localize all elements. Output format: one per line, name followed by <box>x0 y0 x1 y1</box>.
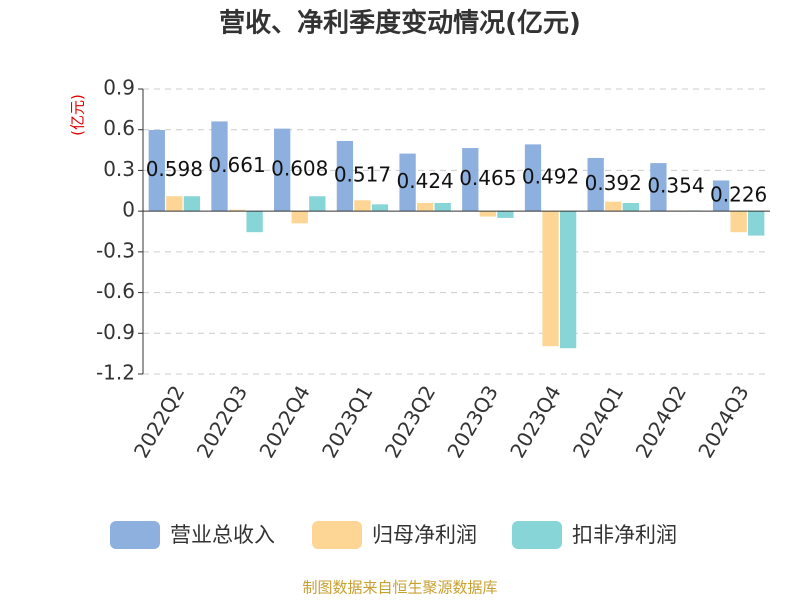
bar <box>434 203 451 212</box>
x-tick-label: 2023Q2 <box>380 381 440 462</box>
y-tick-label: 0 <box>122 198 135 222</box>
x-tick-label: 2024Q1 <box>568 381 628 462</box>
bar <box>524 144 542 212</box>
bar <box>291 211 308 224</box>
legend-swatch <box>110 521 160 549</box>
x-tick-label: 2022Q4 <box>254 381 314 462</box>
value-label: 0.598 <box>146 157 203 181</box>
bar <box>605 201 622 212</box>
y-tick-label: 0.3 <box>103 157 135 181</box>
bar <box>587 157 604 212</box>
value-label: 0.661 <box>208 153 265 177</box>
value-label: 0.392 <box>585 171 642 195</box>
legend-label: 营业总收入 <box>170 523 275 547</box>
source-note: 制图数据来自恒生聚源数据库 <box>302 579 497 597</box>
bar <box>211 121 228 212</box>
legend-label: 归母净利润 <box>372 523 477 547</box>
y-tick-label: -1.2 <box>96 361 135 385</box>
bar <box>183 196 201 212</box>
bar <box>497 211 514 218</box>
bar <box>416 203 434 212</box>
bar <box>622 203 639 212</box>
x-tick-label: 2022Q2 <box>129 381 189 462</box>
y-tick-label: 0.9 <box>103 76 135 100</box>
chart-title: 营收、净利季度变动情况(亿元) <box>219 8 581 39</box>
y-tick-label: -0.3 <box>96 238 135 262</box>
bar <box>228 209 246 212</box>
x-tick-label: 2024Q2 <box>631 381 691 462</box>
bar <box>354 200 371 212</box>
value-label: 0.492 <box>522 164 579 188</box>
value-label: 0.608 <box>271 156 328 180</box>
y-axis-label: (亿元) <box>69 94 87 136</box>
bar <box>309 196 326 212</box>
value-label: 0.226 <box>710 182 767 206</box>
bar <box>542 211 559 347</box>
bar <box>479 211 497 217</box>
bar <box>166 196 183 212</box>
value-label: 0.465 <box>459 166 516 190</box>
bar <box>730 211 747 233</box>
legend-swatch <box>312 521 362 549</box>
bar <box>712 180 730 212</box>
x-tick-label: 2023Q3 <box>442 381 502 462</box>
bar <box>559 211 577 349</box>
bar <box>371 204 389 212</box>
bar <box>336 140 354 212</box>
legend-swatch <box>512 521 562 549</box>
bar <box>462 148 479 212</box>
bar <box>748 211 765 236</box>
y-tick-label: -0.6 <box>96 279 135 303</box>
value-label: 0.354 <box>647 174 704 198</box>
legend-label: 扣非净利润 <box>572 523 677 547</box>
bar <box>246 211 263 233</box>
y-tick-label: -0.9 <box>96 320 135 344</box>
x-tick-label: 2023Q1 <box>317 381 377 462</box>
value-label: 0.424 <box>397 169 454 193</box>
y-tick-label: 0.6 <box>103 116 135 140</box>
x-tick-label: 2023Q4 <box>505 381 565 462</box>
bar <box>148 129 165 212</box>
value-label: 0.517 <box>334 163 391 187</box>
bar <box>274 128 291 212</box>
bar <box>650 163 667 212</box>
bar <box>399 153 416 212</box>
x-tick-label: 2024Q3 <box>693 381 753 462</box>
x-tick-label: 2022Q3 <box>192 381 252 462</box>
